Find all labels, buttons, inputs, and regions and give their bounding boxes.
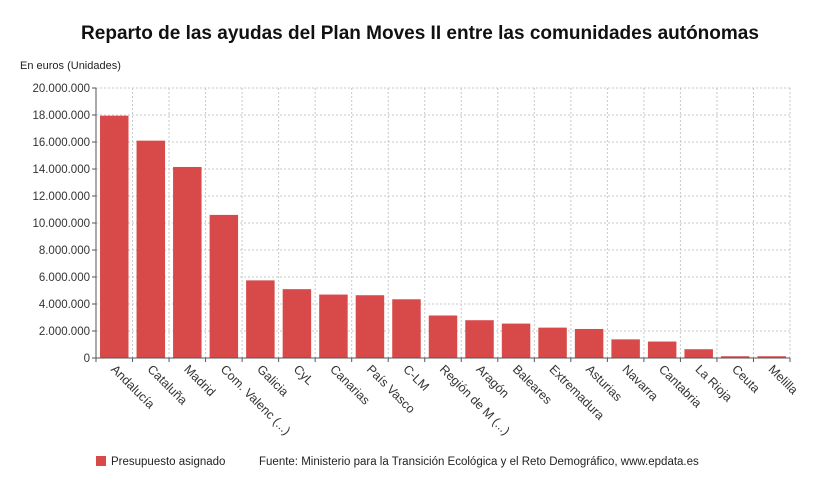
y-axis-ticks: 0 2.000.000 4.000.000 6.000.000 8.000.000 10.… <box>32 83 96 365</box>
bar <box>209 214 239 358</box>
x-category-label: Región de M (...) <box>437 362 513 438</box>
x-category-label: Navarra <box>620 362 661 403</box>
y-tick-label: 0 <box>84 353 90 365</box>
bar <box>282 289 312 358</box>
bar <box>501 323 531 358</box>
bar <box>136 140 166 358</box>
bar <box>647 341 677 358</box>
bars <box>100 115 786 358</box>
y-tick-label: 4.000.000 <box>39 299 90 311</box>
bar <box>757 356 786 358</box>
x-category-label: Com. Valenc (...) <box>218 362 294 438</box>
bar <box>574 328 604 358</box>
y-tick-label: 10.000.000 <box>32 218 90 230</box>
x-category-label: Melilla <box>766 362 801 397</box>
chart-title: Reparto de las ayudas del Plan Moves II … <box>81 23 759 44</box>
y-tick-label: 12.000.000 <box>32 191 90 203</box>
bar <box>428 315 458 358</box>
bar <box>173 166 202 358</box>
gridlines <box>95 87 791 358</box>
bar <box>246 280 275 358</box>
bar <box>611 339 640 358</box>
y-tick-label: 16.000.000 <box>32 137 90 149</box>
bar <box>720 356 750 358</box>
bar <box>319 294 348 358</box>
bar <box>355 295 385 358</box>
y-tick-label: 20.000.000 <box>32 83 90 95</box>
source-note: Fuente: Ministerio para la Transición Ec… <box>259 456 699 468</box>
bar <box>465 320 494 358</box>
bar <box>538 327 567 358</box>
bar <box>392 299 421 358</box>
x-category-label: C-LM <box>400 362 432 394</box>
y-tick-label: 6.000.000 <box>39 272 90 284</box>
axes <box>95 88 791 362</box>
y-tick-label: 8.000.000 <box>39 245 90 257</box>
x-category-label: CyL <box>291 362 317 388</box>
y-tick-label: 18.000.000 <box>32 110 90 122</box>
x-category-label: Ceuta <box>729 362 763 396</box>
bar <box>100 115 129 358</box>
legend-label: Presupuesto asignado <box>111 456 225 468</box>
legend: Presupuesto asignado <box>96 456 225 468</box>
legend-swatch <box>96 456 106 466</box>
bar <box>684 349 713 358</box>
unit-label: En euros (Unidades) <box>20 60 121 72</box>
y-tick-label: 2.000.000 <box>39 326 90 338</box>
y-tick-label: 14.000.000 <box>32 164 90 176</box>
x-category-label: Baleares <box>510 362 555 407</box>
